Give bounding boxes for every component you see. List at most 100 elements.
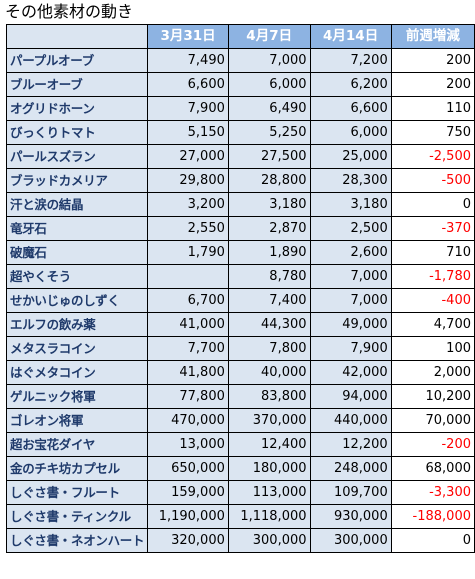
- price-mar31-cell: [147, 264, 229, 289]
- item-name-cell: 超お宝花ダイヤ: [5, 432, 149, 457]
- table-row: 破魔石 1,790 1,890 2,600 710: [5, 240, 475, 265]
- price-mar31-cell: 5,150: [147, 120, 229, 145]
- item-name-cell: ゲルニック将軍: [5, 384, 149, 409]
- price-apr7-cell: 28,800: [227, 168, 311, 193]
- price-apr7-cell: 5,250: [227, 120, 311, 145]
- price-apr7-cell: 300,000: [227, 528, 311, 553]
- price-apr14-cell: 930,000: [309, 504, 392, 529]
- price-mar31-cell: 41,800: [147, 360, 229, 385]
- weekly-change-cell: 68,000: [390, 456, 475, 481]
- price-apr7-cell: 44,300: [227, 312, 311, 337]
- weekly-change-cell: 200: [390, 48, 475, 73]
- price-mar31-cell: 3,200: [147, 192, 229, 217]
- weekly-change-cell: -500: [390, 168, 475, 193]
- weekly-change-cell: -2,500: [390, 144, 475, 169]
- table-header: 3月31日 4月7日 4月14日 前週増減: [5, 24, 475, 49]
- item-name-cell: ゴレオン将軍: [5, 408, 149, 433]
- table-row: しぐさ書・ティンクル 1,190,000 1,118,000 930,000 -188,…: [5, 504, 475, 529]
- price-apr14-cell: 94,000: [309, 384, 392, 409]
- price-apr7-cell: 3,180: [227, 192, 311, 217]
- table-row: しぐさ書・フルート 159,000 113,000 109,700 -3,300: [5, 480, 475, 505]
- price-mar31-cell: 6,600: [147, 72, 229, 97]
- weekly-change-cell: -1,780: [390, 264, 475, 289]
- price-apr7-cell: 2,870: [227, 216, 311, 241]
- price-apr14-cell: 42,000: [309, 360, 392, 385]
- weekly-change-cell: 100: [390, 336, 475, 361]
- table-row: 超やくそう 8,780 7,000 -1,780: [5, 264, 475, 289]
- price-mar31-cell: 77,800: [147, 384, 229, 409]
- weekly-change-cell: 10,200: [390, 384, 475, 409]
- table-row: パールスズラン 27,000 27,500 25,000 -2,500: [5, 144, 475, 169]
- price-mar31-cell: 7,900: [147, 96, 229, 121]
- table-row: メタスラコイン 7,700 7,800 7,900 100: [5, 336, 475, 361]
- item-name-cell: ブルーオーブ: [5, 72, 149, 97]
- item-name-cell: 超やくそう: [5, 264, 149, 289]
- weekly-change-cell: 0: [390, 528, 475, 553]
- price-apr7-cell: 12,400: [227, 432, 311, 457]
- price-apr14-cell: 2,500: [309, 216, 392, 241]
- header-mar31: 3月31日: [147, 24, 229, 49]
- table-row: 超お宝花ダイヤ 13,000 12,400 12,200 -200: [5, 432, 475, 457]
- price-apr14-cell: 25,000: [309, 144, 392, 169]
- weekly-change-cell: 750: [390, 120, 475, 145]
- price-mar31-cell: 320,000: [147, 528, 229, 553]
- table-row: びっくりトマト 5,150 5,250 6,000 750: [5, 120, 475, 145]
- weekly-change-cell: 110: [390, 96, 475, 121]
- weekly-change-cell: 200: [390, 72, 475, 97]
- price-apr7-cell: 370,000: [227, 408, 311, 433]
- item-name-cell: しぐさ書・ネオンハート: [5, 528, 149, 553]
- price-apr7-cell: 6,490: [227, 96, 311, 121]
- price-mar31-cell: 13,000: [147, 432, 229, 457]
- table-row: ブラッドカメリア 29,800 28,800 28,300 -500: [5, 168, 475, 193]
- price-mar31-cell: 27,000: [147, 144, 229, 169]
- header-corner-cell: [5, 24, 149, 49]
- price-apr7-cell: 7,400: [227, 288, 311, 313]
- item-name-cell: オグリドホーン: [5, 96, 149, 121]
- table-row: ゴレオン将軍 470,000 370,000 440,000 70,000: [5, 408, 475, 433]
- price-apr7-cell: 7,800: [227, 336, 311, 361]
- price-apr14-cell: 7,000: [309, 264, 392, 289]
- item-name-cell: パールスズラン: [5, 144, 149, 169]
- price-mar31-cell: 1,190,000: [147, 504, 229, 529]
- weekly-change-cell: 710: [390, 240, 475, 265]
- price-mar31-cell: 470,000: [147, 408, 229, 433]
- price-apr14-cell: 12,200: [309, 432, 392, 457]
- item-name-cell: 汗と涙の結晶: [5, 192, 149, 217]
- price-apr7-cell: 6,000: [227, 72, 311, 97]
- price-apr7-cell: 40,000: [227, 360, 311, 385]
- table-body: パープルオーブ 7,490 7,000 7,200 200 ブルーオーブ 6,600 6,00…: [5, 48, 475, 553]
- item-name-cell: メタスラコイン: [5, 336, 149, 361]
- price-apr14-cell: 109,700: [309, 480, 392, 505]
- price-apr7-cell: 113,000: [227, 480, 311, 505]
- price-apr14-cell: 6,000: [309, 120, 392, 145]
- item-name-cell: せかいじゅのしずく: [5, 288, 149, 313]
- item-name-cell: エルフの飲み薬: [5, 312, 149, 337]
- price-mar31-cell: 7,490: [147, 48, 229, 73]
- price-apr14-cell: 6,600: [309, 96, 392, 121]
- page-title: その他素材の動き: [5, 2, 134, 21]
- price-apr7-cell: 1,118,000: [227, 504, 311, 529]
- item-name-cell: 破魔石: [5, 240, 149, 265]
- table-row: 金のチキ坊カプセル 650,000 180,000 248,000 68,000: [5, 456, 475, 481]
- header-apr14: 4月14日: [309, 24, 392, 49]
- price-mar31-cell: 29,800: [147, 168, 229, 193]
- weekly-change-cell: -370: [390, 216, 475, 241]
- price-apr7-cell: 7,000: [227, 48, 311, 73]
- item-name-cell: 竜牙石: [5, 216, 149, 241]
- table-row: はぐメタコイン 41,800 40,000 42,000 2,000: [5, 360, 475, 385]
- price-apr14-cell: 28,300: [309, 168, 392, 193]
- header-apr7: 4月7日: [227, 24, 311, 49]
- item-name-cell: パープルオーブ: [5, 48, 149, 73]
- price-mar31-cell: 7,700: [147, 336, 229, 361]
- material-price-table: 3月31日 4月7日 4月14日 前週増減 パープルオーブ 7,490 7,000 7…: [5, 24, 475, 553]
- weekly-change-cell: -188,000: [390, 504, 475, 529]
- weekly-change-cell: 4,700: [390, 312, 475, 337]
- price-mar31-cell: 2,550: [147, 216, 229, 241]
- price-apr14-cell: 7,900: [309, 336, 392, 361]
- item-name-cell: しぐさ書・フルート: [5, 480, 149, 505]
- item-name-cell: しぐさ書・ティンクル: [5, 504, 149, 529]
- table-row: オグリドホーン 7,900 6,490 6,600 110: [5, 96, 475, 121]
- table-row: パープルオーブ 7,490 7,000 7,200 200: [5, 48, 475, 73]
- table-row: ブルーオーブ 6,600 6,000 6,200 200: [5, 72, 475, 97]
- item-name-cell: ブラッドカメリア: [5, 168, 149, 193]
